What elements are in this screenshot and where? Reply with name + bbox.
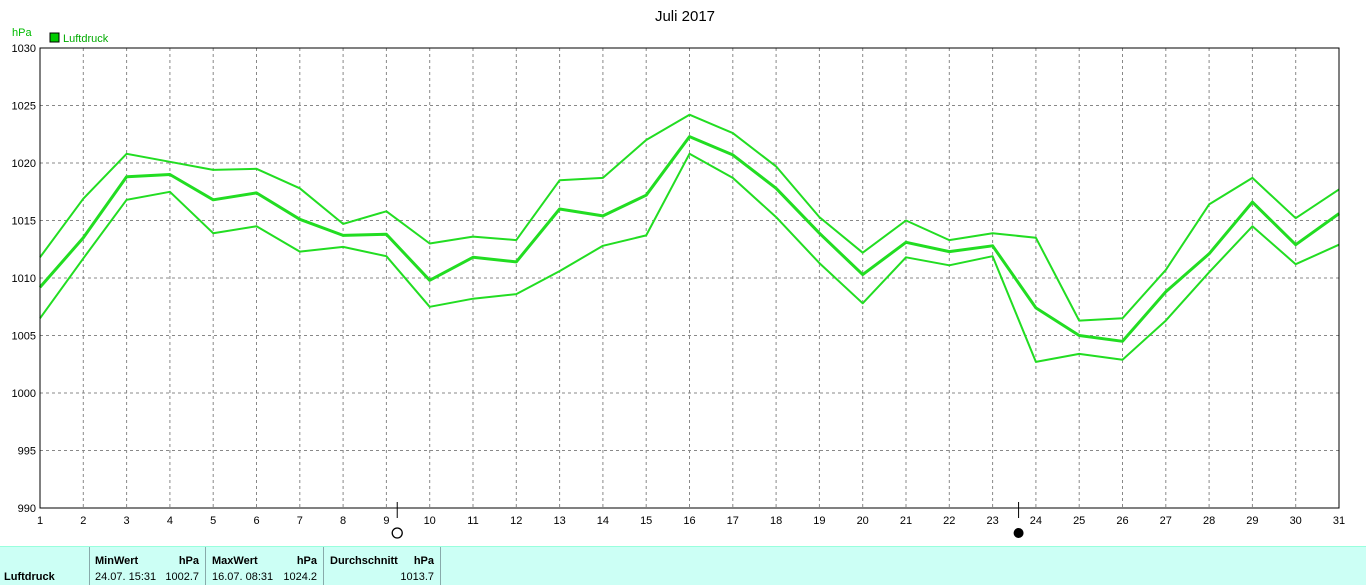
x-tick-label: 14 bbox=[597, 515, 609, 527]
x-tick-label: 19 bbox=[813, 515, 825, 527]
x-tick-label: 20 bbox=[857, 515, 869, 527]
series-lines bbox=[38, 113, 1340, 363]
max-value: 1024.2 bbox=[283, 571, 317, 583]
x-tick-label: 27 bbox=[1160, 515, 1172, 527]
x-tick-label: 17 bbox=[727, 515, 739, 527]
y-tick-label: 1005 bbox=[12, 331, 36, 343]
x-tick-label: 26 bbox=[1116, 515, 1128, 527]
min-value: 1002.7 bbox=[165, 571, 199, 583]
x-tick-label: 24 bbox=[1030, 515, 1042, 527]
x-tick-label: 16 bbox=[683, 515, 695, 527]
x-tick-label: 13 bbox=[553, 515, 565, 527]
x-tick-label: 10 bbox=[424, 515, 436, 527]
min-unit: hPa bbox=[178, 555, 199, 567]
y-tick-label: 1020 bbox=[12, 158, 36, 170]
y-tick-label: 1000 bbox=[12, 388, 36, 400]
legend-swatch bbox=[49, 32, 60, 43]
y-tick-labels: 990 995 1000 1005 1010 1015 1020 1025 1030 bbox=[12, 43, 36, 515]
avg-value: 1013.7 bbox=[400, 571, 434, 583]
legend-label: Luftdruck bbox=[63, 33, 109, 45]
series-line-mean bbox=[38, 135, 1340, 343]
moon-phase-markers bbox=[391, 502, 1024, 539]
y-tick-label: 1030 bbox=[12, 43, 36, 55]
y-tick-label: 1010 bbox=[12, 273, 36, 285]
plot-frame bbox=[39, 47, 1340, 509]
stats-footer: Luftdruck MinWert hPa 24.07. 15:31 1002.… bbox=[0, 546, 1366, 585]
stats-label-cell: Luftdruck bbox=[0, 547, 90, 585]
x-tick-label: 28 bbox=[1203, 515, 1215, 527]
series-line-min bbox=[39, 152, 1340, 363]
max-header: MaxWert bbox=[212, 555, 258, 567]
x-tick-label: 22 bbox=[943, 515, 955, 527]
y-tick-label: 995 bbox=[18, 446, 36, 458]
y-tick-label: 1015 bbox=[12, 216, 36, 228]
series-line-max bbox=[39, 113, 1340, 322]
x-tick-label: 7 bbox=[297, 515, 303, 527]
x-tick-label: 6 bbox=[253, 515, 259, 527]
min-cell: MinWert hPa 24.07. 15:31 1002.7 bbox=[90, 547, 206, 585]
avg-cell: Durchschnitt hPa 1013.7 bbox=[324, 547, 441, 585]
y-axis-unit-label: hPa bbox=[12, 27, 32, 39]
x-tick-label: 23 bbox=[986, 515, 998, 527]
x-tick-label: 8 bbox=[340, 515, 346, 527]
avg-header: Durchschnitt bbox=[330, 555, 398, 567]
min-time: 24.07. 15:31 bbox=[95, 571, 157, 583]
y-tick-label: 990 bbox=[18, 503, 36, 515]
y-tick-label: 1025 bbox=[12, 101, 36, 113]
chart-title: Juli 2017 bbox=[655, 8, 715, 25]
max-cell: MaxWert hPa 16.07. 08:31 1024.2 bbox=[206, 547, 324, 585]
max-unit: hPa bbox=[296, 555, 317, 567]
min-header: MinWert bbox=[95, 555, 139, 567]
max-time: 16.07. 08:31 bbox=[212, 571, 274, 583]
x-tick-label: 5 bbox=[210, 515, 216, 527]
avg-unit: hPa bbox=[413, 555, 434, 567]
x-tick-label: 30 bbox=[1290, 515, 1302, 527]
x-tick-label: 11 bbox=[467, 515, 478, 527]
x-tick-labels: 1 2 3 4 5 6 7 8 9 10 11 12 13 14 15 16 17 18 19 20 21 22 23 24 2… bbox=[37, 515, 1345, 527]
x-tick-label: 12 bbox=[510, 515, 522, 527]
grid bbox=[40, 48, 1339, 508]
new-moon-icon bbox=[1013, 528, 1024, 538]
x-tick-label: 25 bbox=[1073, 515, 1085, 527]
x-tick-label: 4 bbox=[167, 515, 173, 527]
chart: Juli 2017 hPa Luftdruck 990 995 1000 1005 10… bbox=[12, 8, 1345, 539]
x-tick-label: 2 bbox=[80, 515, 86, 527]
x-tick-label: 9 bbox=[383, 515, 389, 527]
x-tick-label: 21 bbox=[900, 515, 912, 527]
stats-label: Luftdruck bbox=[4, 571, 55, 583]
x-tick-label: 3 bbox=[124, 515, 130, 527]
x-tick-label: 1 bbox=[37, 515, 43, 527]
x-tick-label: 31 bbox=[1333, 515, 1345, 527]
full-moon-icon bbox=[391, 527, 403, 539]
x-tick-label: 29 bbox=[1246, 515, 1258, 527]
x-tick-label: 18 bbox=[770, 515, 782, 527]
x-tick-label: 15 bbox=[640, 515, 652, 527]
